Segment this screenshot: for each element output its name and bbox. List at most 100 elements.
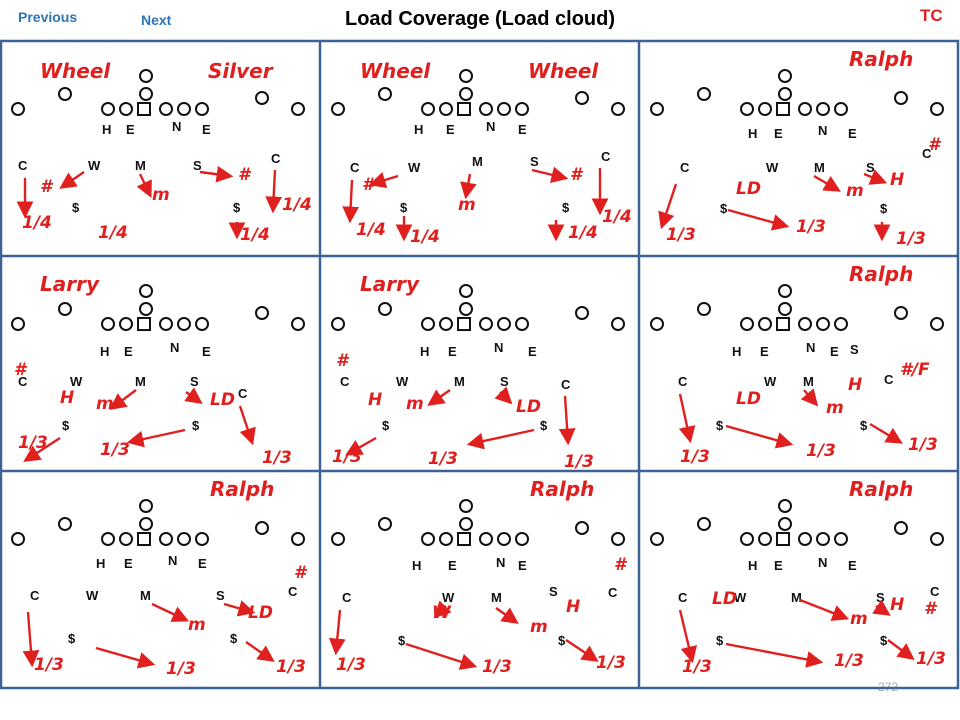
offense-slot <box>58 302 72 316</box>
offense-lineman <box>497 102 511 116</box>
coverage-call: Larry <box>360 272 420 296</box>
defender-label: S <box>530 154 539 169</box>
coverage-call-secondary: Silver <box>208 59 274 83</box>
offense-back <box>139 517 153 531</box>
offense-slot <box>378 87 392 101</box>
offense-back <box>139 87 153 101</box>
offense-back <box>778 499 792 513</box>
defender-label: W <box>766 160 779 175</box>
offense-back <box>139 302 153 316</box>
offense-back <box>778 302 792 316</box>
offense-receiver <box>650 102 664 116</box>
zone-note: 1/3 <box>908 435 938 455</box>
offense-lineman <box>758 317 772 331</box>
offense-lineman <box>439 532 453 546</box>
offense-center <box>457 532 471 546</box>
drop-arrow <box>872 599 891 616</box>
zone-note: 1/4 <box>568 223 598 243</box>
offense-lineman <box>439 317 453 331</box>
zone-note: H <box>890 595 904 615</box>
play-diagram-9: Ralph H E N E C W M S C $ $1/3 1/3 1/3 LD m H # <box>650 477 946 677</box>
defender-label: S <box>500 374 509 389</box>
drop-arrow <box>678 393 696 444</box>
defender-label: H <box>100 344 109 359</box>
drop-arrow <box>22 611 40 668</box>
zone-note: 1/4 <box>240 225 270 245</box>
offense-lineman <box>439 102 453 116</box>
offense-lineman <box>159 532 173 546</box>
zone-note: LD <box>736 179 761 199</box>
drop-arrow <box>265 169 283 214</box>
defender-label: S <box>549 584 558 599</box>
offense-back <box>459 69 473 83</box>
zone-note: 1/4 <box>410 227 440 247</box>
drop-arrow <box>223 600 256 617</box>
next-link[interactable]: Next <box>141 12 172 28</box>
offense-lineman <box>119 317 133 331</box>
defender-label: W <box>70 374 83 389</box>
zone-note: H <box>60 388 74 408</box>
offense-slot <box>697 87 711 101</box>
drop-arrow <box>151 602 190 622</box>
defender-label: $ <box>860 418 868 433</box>
offense-center <box>457 102 471 116</box>
panel-dividers <box>0 39 960 690</box>
zone-note: H <box>848 375 862 395</box>
offense-receiver <box>650 532 664 546</box>
defender-label: $ <box>716 633 724 648</box>
offense-back <box>778 517 792 531</box>
offense-lineman <box>798 102 812 116</box>
drop-arrow <box>136 173 152 199</box>
defender-label: C <box>340 374 350 389</box>
defender-label: W <box>764 374 777 389</box>
play-diagram-3: Ralph H E N E C W M S C $ $1/3 1/3 1/3 LD m H # <box>650 47 944 249</box>
previous-link[interactable]: Previous <box>18 9 78 25</box>
drop-arrow <box>565 639 599 662</box>
zone-note: 1/3 <box>336 655 366 675</box>
offense-slot <box>575 521 589 535</box>
defender-label: $ <box>716 418 724 433</box>
zone-note: 1/3 <box>916 649 946 669</box>
offense-lineman <box>421 317 435 331</box>
offense-back <box>459 517 473 531</box>
zone-note: 1/4 <box>98 223 128 243</box>
offense-back <box>459 87 473 101</box>
offense-receiver <box>11 102 25 116</box>
zone-note: 1/3 <box>564 452 594 472</box>
offense-lineman <box>816 317 830 331</box>
offense-lineman <box>101 532 115 546</box>
offense-lineman <box>497 532 511 546</box>
drop-arrow <box>460 173 477 200</box>
drop-arrow <box>725 424 794 449</box>
zone-note: 1/3 <box>596 653 626 673</box>
defender-label: H <box>420 344 429 359</box>
offense-center <box>137 102 151 116</box>
zone-note: m <box>826 398 844 418</box>
offense-center <box>457 317 471 331</box>
zone-note: 1/4 <box>282 195 312 215</box>
zone-note: 1/3 <box>680 447 710 467</box>
offense-slot <box>894 91 908 105</box>
zone-note: # <box>40 177 54 197</box>
defender-label: H <box>102 122 111 137</box>
drop-arrow <box>433 600 452 619</box>
defender-label: C <box>18 374 28 389</box>
zone-note: 1/3 <box>834 651 864 671</box>
offense-lineman <box>758 102 772 116</box>
drop-arrow <box>658 183 678 230</box>
zone-note: # <box>294 563 308 583</box>
coverage-call: Ralph <box>849 477 913 501</box>
drop-arrow <box>126 428 186 448</box>
drop-arrow <box>23 436 61 462</box>
offense-lineman <box>101 102 115 116</box>
defender-label: C <box>930 584 940 599</box>
offense-receiver <box>291 317 305 331</box>
defender-label: M <box>814 160 825 175</box>
defender-label: M <box>135 374 146 389</box>
zone-note: m <box>850 609 868 629</box>
offense-back <box>778 284 792 298</box>
coverage-call: Larry <box>40 272 100 296</box>
offense-receiver <box>930 102 944 116</box>
coverage-call: Ralph <box>210 477 274 501</box>
